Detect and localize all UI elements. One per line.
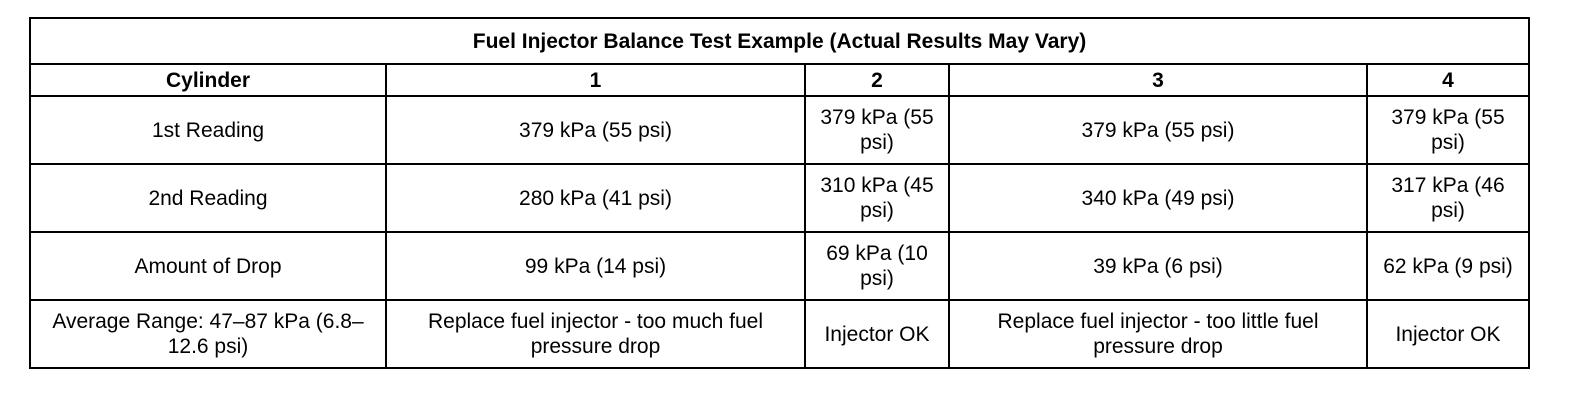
table-row-average-range: Average Range: 47–87 kPa (6.8–12.6 psi) … bbox=[29, 299, 1530, 369]
table-cell: 62 kPa (9 psi) bbox=[1366, 231, 1530, 301]
table-cell: Replace fuel injector - too much fuel pr… bbox=[385, 299, 806, 369]
header-cylinder-1: 1 bbox=[385, 63, 806, 97]
table-title-row: Fuel Injector Balance Test Example (Actu… bbox=[29, 17, 1530, 65]
row-label: 1st Reading bbox=[29, 95, 387, 165]
row-label: Average Range: 47–87 kPa (6.8–12.6 psi) bbox=[29, 299, 387, 369]
table-cell: 310 kPa (45 psi) bbox=[804, 163, 950, 233]
table-cell: 379 kPa (55 psi) bbox=[1366, 95, 1530, 165]
row-label: Amount of Drop bbox=[29, 231, 387, 301]
table-cell: 379 kPa (55 psi) bbox=[804, 95, 950, 165]
header-cylinder-4: 4 bbox=[1366, 63, 1530, 97]
table-cell: Injector OK bbox=[804, 299, 950, 369]
table-cell: 379 kPa (55 psi) bbox=[948, 95, 1368, 165]
table-header-row: Cylinder 1 2 3 4 bbox=[29, 63, 1530, 97]
balance-test-table-wrapper: Fuel Injector Balance Test Example (Actu… bbox=[29, 17, 1530, 369]
table-cell: 39 kPa (6 psi) bbox=[948, 231, 1368, 301]
table-row-amount-of-drop: Amount of Drop 99 kPa (14 psi) 69 kPa (1… bbox=[29, 231, 1530, 301]
header-cylinder: Cylinder bbox=[29, 63, 387, 97]
row-label: 2nd Reading bbox=[29, 163, 387, 233]
table-cell: Injector OK bbox=[1366, 299, 1530, 369]
table-cell: 317 kPa (46 psi) bbox=[1366, 163, 1530, 233]
header-cylinder-3: 3 bbox=[948, 63, 1368, 97]
balance-test-table: Fuel Injector Balance Test Example (Actu… bbox=[29, 17, 1530, 369]
table-cell: 340 kPa (49 psi) bbox=[948, 163, 1368, 233]
table-cell: 69 kPa (10 psi) bbox=[804, 231, 950, 301]
table-title: Fuel Injector Balance Test Example (Actu… bbox=[29, 17, 1530, 65]
table-cell: 280 kPa (41 psi) bbox=[385, 163, 806, 233]
header-cylinder-2: 2 bbox=[804, 63, 950, 97]
table-row-second-reading: 2nd Reading 280 kPa (41 psi) 310 kPa (45… bbox=[29, 163, 1530, 233]
table-row-first-reading: 1st Reading 379 kPa (55 psi) 379 kPa (55… bbox=[29, 95, 1530, 165]
table-cell: Replace fuel injector - too little fuel … bbox=[948, 299, 1368, 369]
table-cell: 99 kPa (14 psi) bbox=[385, 231, 806, 301]
table-cell: 379 kPa (55 psi) bbox=[385, 95, 806, 165]
